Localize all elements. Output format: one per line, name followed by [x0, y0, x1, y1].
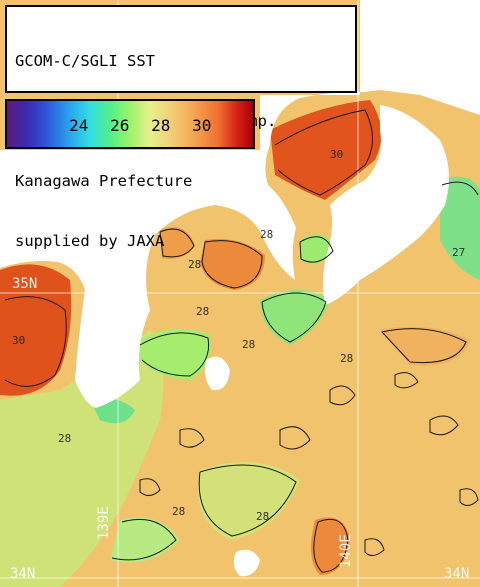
colorbar-tick-24: 24 — [69, 116, 89, 135]
title-line: supplied by JAXA — [15, 232, 165, 250]
map-title-box: GCOM-C/SGLI SST ~2025/07/12 (UTC) Week C… — [5, 5, 357, 250]
grid-label-34n: 34N — [10, 566, 36, 582]
grid-label-140e: 140E — [338, 534, 354, 568]
title-line: Kanagawa Prefecture — [15, 172, 193, 190]
land-island-oshima — [204, 356, 230, 391]
contour-label: 28 — [256, 510, 270, 523]
warm-water-patch — [311, 517, 350, 575]
grid-label-139e: 139E — [96, 506, 112, 540]
cool-water-patch — [440, 176, 480, 280]
sst-colorbar: 24 26 28 30 — [5, 99, 255, 149]
land-island-south — [233, 549, 260, 577]
cool-water-patch — [140, 328, 211, 380]
contour-label: 28 — [242, 338, 256, 351]
cool-water-patch — [198, 462, 300, 540]
contour-label: 28 — [260, 228, 274, 241]
cool-water-patch — [260, 290, 330, 345]
colorbar-tick-28: 28 — [151, 116, 171, 135]
contour-label: 30 — [12, 334, 26, 347]
land-boso-peninsula — [323, 105, 449, 305]
contour-lines — [4, 109, 479, 573]
land-honshu-north — [0, 0, 480, 408]
cool-water-patch — [110, 517, 180, 563]
contour-label: 27 — [452, 246, 466, 259]
contour-label: 28 — [58, 432, 72, 445]
contour-label: 28 — [196, 305, 210, 318]
contour-label: 28 — [188, 258, 202, 271]
contour-label: 28 — [340, 352, 354, 365]
cool-water-patch — [300, 234, 335, 264]
title-line: GCOM-C/SGLI SST — [15, 52, 155, 70]
contour-label: 30 — [330, 148, 344, 161]
land-island-corner — [440, 0, 480, 12]
grid-label-34n-right: 34N — [444, 566, 470, 582]
colorbar-tick-30: 30 — [192, 116, 212, 135]
warm-water-patch — [200, 239, 265, 290]
contour-label: 28 — [172, 505, 186, 518]
grid-label-35n: 35N — [12, 276, 38, 292]
warm-water-area — [270, 100, 382, 200]
warm-water-patch — [380, 326, 470, 366]
colorbar-tick-26: 26 — [110, 116, 130, 135]
warm-water-patch — [160, 227, 195, 259]
